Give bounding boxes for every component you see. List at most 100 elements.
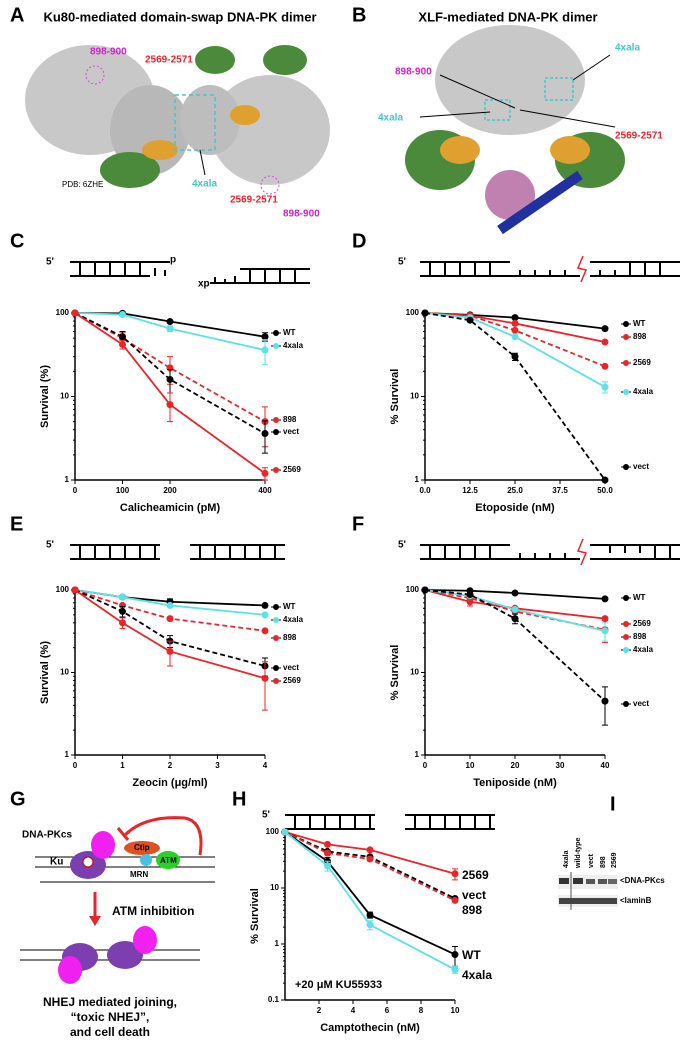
- panel-label: F: [352, 513, 364, 535]
- arrow-label: ATM inhibition: [112, 904, 194, 918]
- x-tick-label: 4: [263, 761, 268, 770]
- legend-marker: [623, 621, 629, 627]
- y-tick-label: 1: [415, 750, 420, 759]
- legend-marker: [623, 389, 629, 395]
- legend-label: WT: [633, 593, 646, 602]
- data-point: [601, 362, 609, 370]
- y-tick-label: 100: [56, 308, 70, 317]
- data-point: [119, 340, 126, 348]
- series-line: [284, 831, 456, 875]
- legend-marker: [623, 647, 629, 653]
- data-point: [166, 615, 174, 623]
- x-tick-label: 6: [385, 1006, 390, 1015]
- legend-label: 2569: [283, 465, 301, 474]
- data-point: [601, 383, 609, 391]
- dna-label: p: [170, 255, 176, 266]
- data-point: [119, 333, 126, 341]
- data-point: [261, 601, 269, 609]
- panel-label: E: [10, 513, 23, 535]
- legend-label: 4xala: [462, 968, 492, 982]
- y-tick-label: 10: [410, 668, 419, 677]
- legend-label: 4xala: [283, 615, 304, 624]
- legend-marker: [623, 634, 629, 640]
- legend-marker: [273, 604, 279, 610]
- data-point: [511, 326, 519, 334]
- series-line: [424, 312, 606, 388]
- data-point: [366, 855, 374, 863]
- data-point: [166, 375, 174, 383]
- data-point: [71, 586, 79, 594]
- x-tick-label: 10: [451, 1006, 460, 1015]
- data-point: [261, 674, 269, 682]
- y-tick-label: 100: [56, 585, 70, 594]
- y-tick-label: 100: [266, 827, 280, 836]
- legend-label: 898: [462, 903, 482, 917]
- panel-label: D: [352, 230, 366, 252]
- legend-label: 2569: [283, 676, 301, 685]
- legend-marker: [273, 429, 279, 435]
- data-point: [261, 627, 269, 635]
- data-point: [119, 607, 126, 615]
- x-axis-label: Camptothecin (nM): [320, 1022, 420, 1034]
- y-tick-label: 0.1: [268, 995, 280, 1004]
- data-point: [119, 310, 126, 318]
- panel-title: XLF-mediated DNA-PK dimer: [418, 9, 597, 24]
- panel-title: Ku80-mediated domain-swap DNA-PK dimer: [43, 9, 316, 24]
- series-line: [74, 312, 266, 435]
- data-point: [601, 338, 609, 346]
- y-tick-label: 10: [60, 392, 69, 401]
- error-bar: [602, 686, 608, 726]
- annotation: 4xala: [615, 43, 640, 54]
- x-tick-label: 200: [163, 486, 177, 495]
- legend-marker: [273, 635, 279, 641]
- legend-label: 4xala: [633, 387, 654, 396]
- western-blot: [558, 872, 618, 910]
- y-tick-label: 100: [406, 308, 420, 317]
- series-line: [424, 589, 606, 632]
- series-line: [74, 589, 266, 632]
- legend-marker: [273, 678, 279, 684]
- legend-marker: [623, 360, 629, 366]
- dna-label: 5': [262, 810, 270, 821]
- data-point: [119, 619, 126, 627]
- x-tick-label: 2: [168, 761, 173, 770]
- legend-marker: [273, 467, 279, 473]
- x-tick-label: 8: [419, 1006, 424, 1015]
- data-point: [366, 911, 374, 919]
- data-point: [261, 333, 269, 341]
- error-bar: [262, 661, 268, 711]
- annotation: +20 μM KU55933: [295, 979, 382, 991]
- data-point: [261, 430, 269, 438]
- data-point: [421, 309, 429, 317]
- x-tick-label: 30: [556, 761, 565, 770]
- data-point: [71, 309, 79, 317]
- data-point: [511, 333, 519, 341]
- dna-label: xp: [198, 279, 210, 290]
- data-point: [466, 591, 474, 599]
- y-tick-label: 10: [60, 668, 69, 677]
- data-point: [466, 316, 474, 324]
- legend-marker: [623, 321, 629, 327]
- x-tick-label: 37.5: [552, 486, 568, 495]
- x-tick-label: 25.0: [507, 486, 523, 495]
- data-point: [511, 606, 519, 614]
- mechanism-diagram: [20, 816, 215, 984]
- y-axis-label: % Survival: [389, 645, 401, 701]
- data-point: [166, 647, 174, 655]
- data-point: [601, 697, 609, 705]
- x-axis-label: Zeocin (μg/ml): [132, 777, 208, 789]
- legend-marker: [273, 417, 279, 423]
- lane-label: 2569: [611, 852, 618, 868]
- y-axis-label: % Survival: [389, 369, 401, 425]
- panel-label: I: [610, 793, 616, 815]
- data-point: [451, 870, 459, 878]
- panel-label: H: [232, 788, 246, 810]
- lane-label: 898: [600, 856, 607, 868]
- legend-label: WT: [462, 948, 481, 962]
- legend-label: vect: [462, 888, 486, 902]
- data-point: [261, 469, 269, 477]
- x-tick-label: 400: [258, 486, 272, 495]
- data-point: [451, 966, 459, 974]
- legend-marker: [273, 330, 279, 336]
- data-point: [119, 593, 126, 601]
